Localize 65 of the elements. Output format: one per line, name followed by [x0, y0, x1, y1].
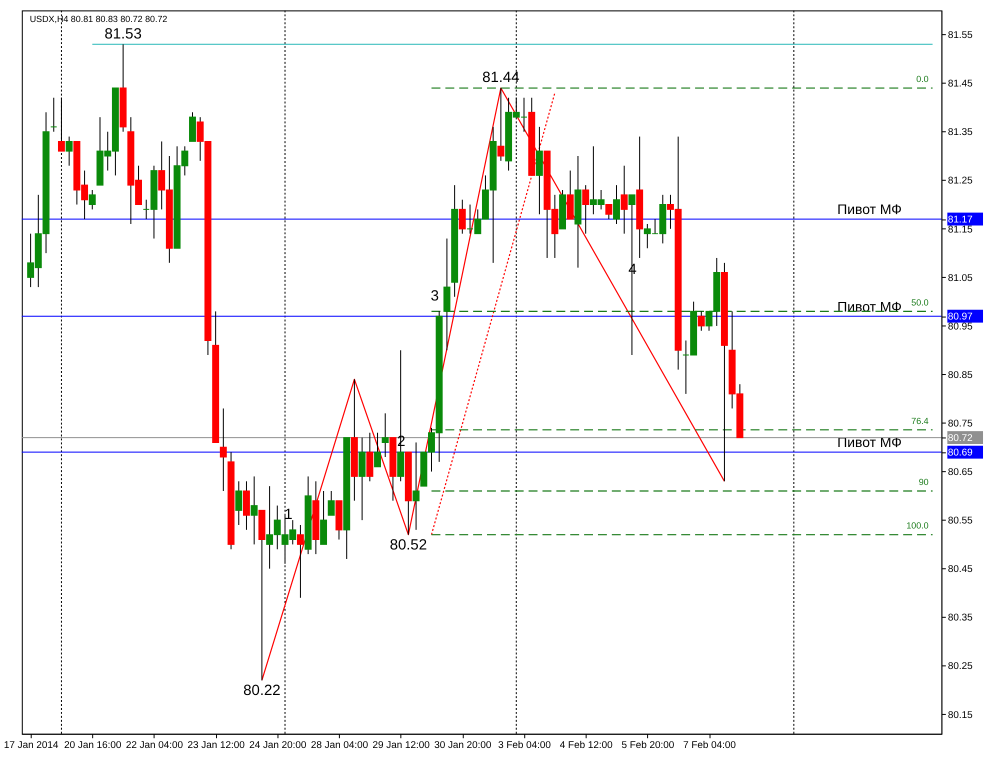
series-label: 50.0	[911, 297, 929, 308]
candlestick	[296, 524, 304, 598]
candlestick	[382, 412, 389, 458]
y-tick-label: 81.25	[948, 176, 974, 187]
y-tick-label: 80.97	[948, 312, 973, 323]
candlestick	[628, 194, 636, 356]
x-tick-label: 30 Jan 20:00	[434, 740, 492, 752]
annotation: 1	[284, 506, 292, 523]
y-tick-label: 81.35	[948, 127, 974, 138]
x-tick-label: 28 Jan 04:00	[310, 740, 369, 752]
x-tick-label: 22 Jan 04:00	[126, 740, 184, 752]
candlestick	[458, 199, 466, 234]
y-tick-label: 80.75	[948, 418, 974, 430]
candlestick	[412, 442, 420, 530]
x-tick-label: 24 Jan 20:00	[249, 740, 307, 752]
y-tick-label: 80.25	[948, 661, 974, 672]
candlestick	[605, 204, 612, 220]
candlestick	[66, 136, 73, 166]
x-tick-label: 3 Feb 04:00	[498, 740, 552, 752]
y-tick-label: 80.95	[948, 321, 974, 332]
x-tick-label: 5 Feb 20:00	[621, 740, 675, 752]
series-label: 100.0	[906, 520, 929, 531]
candlestick	[620, 165, 628, 234]
candlestick	[220, 408, 227, 492]
line-series	[261, 87, 726, 681]
candlestick	[250, 476, 258, 545]
candlestick	[50, 97, 58, 132]
x-tick-label: 17 Jan 2014	[4, 740, 59, 752]
ref-line-label: Пивот МФ	[837, 434, 902, 450]
chart-title: USDX,H4 80.81 80.83 80.72 80.72	[30, 14, 168, 24]
ref-line-label: Пивот МФ	[837, 298, 902, 314]
y-tick-label: 81.17	[948, 214, 973, 226]
ref-line-label: Пивот МФ	[837, 201, 902, 218]
annotation: 3	[430, 288, 439, 304]
y-tick-label: 81.15	[948, 224, 974, 236]
y-tick-label: 80.65	[948, 467, 974, 478]
y-tick-label: 81.05	[948, 272, 974, 284]
candlestick	[698, 310, 705, 332]
candlestick	[613, 184, 620, 224]
series-label: 76.4	[911, 416, 929, 426]
x-tick-label: 20 Jan 16:00	[64, 740, 122, 752]
y-tick-label: 80.45	[948, 564, 974, 576]
y-tick-label: 81.55	[948, 30, 974, 42]
y-tick-label: 80.69	[948, 448, 974, 459]
y-tick-label: 80.72	[948, 433, 973, 444]
y-tick-label: 80.35	[948, 612, 974, 624]
y-tick-label: 80.85	[948, 370, 974, 381]
y-tick-label: 80.55	[948, 516, 974, 527]
annotation: 81.44	[482, 70, 520, 86]
y-tick-label: 80.15	[948, 710, 974, 721]
y-tick-label: 81.45	[948, 78, 974, 90]
series-label: 90	[918, 477, 929, 488]
annotation: 80.52	[390, 538, 427, 554]
x-tick-label: 29 Jan 12:00	[372, 740, 430, 752]
x-tick-label: 7 Feb 04:00	[683, 740, 736, 752]
candlestick	[374, 432, 381, 468]
candlestick	[582, 184, 590, 234]
x-tick-label: 4 Feb 12:00	[560, 740, 614, 752]
series-label: 0.0	[916, 74, 929, 84]
annotation: 80.22	[243, 683, 280, 700]
candlestick	[328, 490, 335, 516]
candlestick	[88, 189, 96, 210]
x-tick-label: 23 Jan 12:00	[188, 740, 246, 752]
candlestick	[235, 480, 242, 526]
annotation: 81.53	[104, 26, 142, 42]
